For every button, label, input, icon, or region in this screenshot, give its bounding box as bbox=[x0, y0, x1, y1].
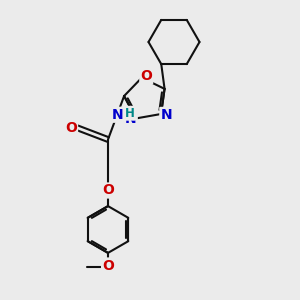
Text: O: O bbox=[102, 259, 114, 272]
Text: H: H bbox=[125, 107, 135, 120]
Text: O: O bbox=[102, 184, 114, 197]
Text: O: O bbox=[140, 69, 152, 83]
Text: O: O bbox=[65, 121, 77, 134]
Text: N: N bbox=[112, 108, 123, 122]
Text: N: N bbox=[160, 108, 172, 122]
Text: N: N bbox=[125, 112, 137, 126]
